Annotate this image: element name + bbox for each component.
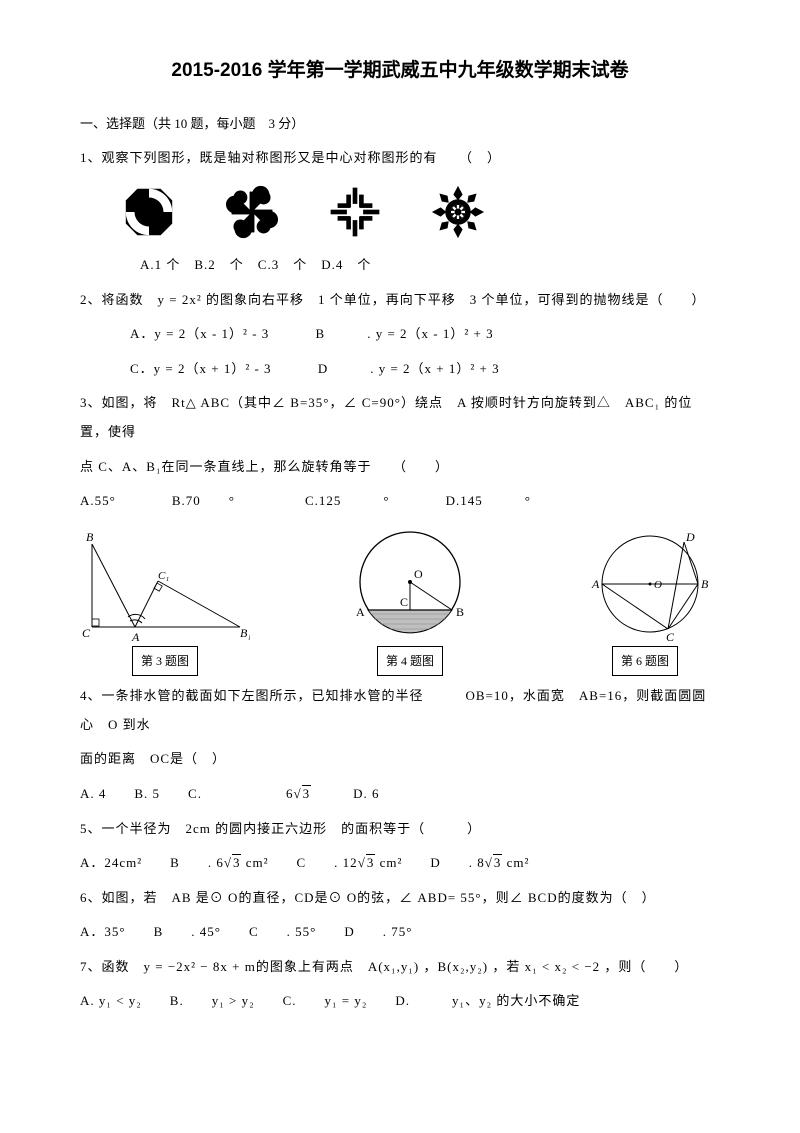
fig3-label: 第 3 题图 (132, 646, 198, 676)
fig6: O A B C D 第 6 题图 (570, 529, 720, 676)
svg-text:C: C (666, 630, 675, 644)
svg-text:C: C (82, 626, 91, 640)
q4-options: A. 4 B. 5 C. 63 D. 6 (80, 780, 720, 809)
svg-text:B₁: B₁ (240, 626, 250, 640)
svg-text:C: C (400, 595, 408, 609)
svg-text:B: B (86, 530, 94, 544)
q4-text2: 面的距离 OC是（ ） (80, 745, 720, 774)
svg-text:C₁: C₁ (158, 570, 169, 582)
svg-text:A: A (591, 577, 600, 591)
fig6-label: 第 6 题图 (612, 646, 678, 676)
symbol-1-icon (120, 183, 178, 241)
q2-opta: A．y = 2（x - 1）² - 3 (130, 326, 269, 341)
q1-symbols (120, 183, 720, 241)
q5-options: A．24cm² B . 63 cm² C . 123 cm² D . 83 cm… (80, 849, 720, 878)
q7-options: A. y₁ < y₂ B. y₁ > y₂ C. y₁ = y₂ D. y₁、y… (80, 987, 720, 1016)
q1-text: 1、观察下列图形，既是轴对称图形又是中心对称图形的有 （ ） (80, 144, 720, 173)
q3-options: A.55° B.70 ° C.125 ° D.145 ° (80, 487, 720, 516)
symbol-2-icon (223, 183, 281, 241)
q2-optd: D . y = 2（x + 1）² + 3 (318, 361, 500, 376)
q2-row2: C．y = 2（x + 1）² - 3 D . y = 2（x + 1）² + … (130, 355, 720, 384)
svg-text:A: A (356, 605, 365, 619)
q2-optb: B . y = 2（x - 1）² + 3 (316, 326, 494, 341)
fig4-label: 第 4 题图 (377, 646, 443, 676)
q7-text: 7、函数 y = −2x² − 8x + m的图象上有两点 A(x₁,y₁) ，… (80, 953, 720, 982)
q6-text: 6、如图，若 AB 是⊙ O的直径，CD是⊙ O的弦，∠ ABD= 55°，则∠… (80, 884, 720, 913)
page-title: 2015-2016 学年第一学期武威五中九年级数学期末试卷 (80, 50, 720, 92)
q3-text2: 点 C、A、B₁在同一条直线上，那么旋转角等于 （ ） (80, 453, 720, 482)
svg-text:O: O (654, 579, 662, 591)
q2-optc: C．y = 2（x + 1）² - 3 (130, 361, 272, 376)
section-heading: 一、选择题（共 10 题，每小题 3 分） (80, 110, 720, 139)
figures-row: B C A B₁ C₁ 第 3 题图 (80, 524, 720, 676)
q5-text: 5、一个半径为 2cm 的圆内接正六边形 的面积等于（ ） (80, 815, 720, 844)
svg-text:O: O (414, 567, 423, 581)
fig4: O C A B 第 4 题图 (340, 524, 480, 676)
q2-text: 2、将函数 y = 2x² 的图象向右平移 1 个单位，再向下平移 3 个单位，… (80, 286, 720, 315)
symbol-3-icon (326, 183, 384, 241)
svg-text:A: A (131, 630, 140, 644)
q3-text1: 3、如图，将 Rt△ ABC（其中∠ B=35°，∠ C=90°）绕点 A 按顺… (80, 389, 720, 446)
fig3: B C A B₁ C₁ 第 3 题图 (80, 529, 250, 676)
q6-options: A．35° B . 45° C . 55° D . 75° (80, 918, 720, 947)
q2-row1: A．y = 2（x - 1）² - 3 B . y = 2（x - 1）² + … (130, 320, 720, 349)
svg-text:B: B (701, 577, 709, 591)
q1-options: A.1 个 B.2 个 C.3 个 D.4 个 (140, 251, 720, 280)
q4-text1: 4、一条排水管的截面如下左图所示，已知排水管的半径 OB=10，水面宽 AB=1… (80, 682, 720, 739)
svg-text:B: B (456, 605, 464, 619)
symbol-4-icon (429, 183, 487, 241)
svg-text:D: D (685, 530, 695, 544)
